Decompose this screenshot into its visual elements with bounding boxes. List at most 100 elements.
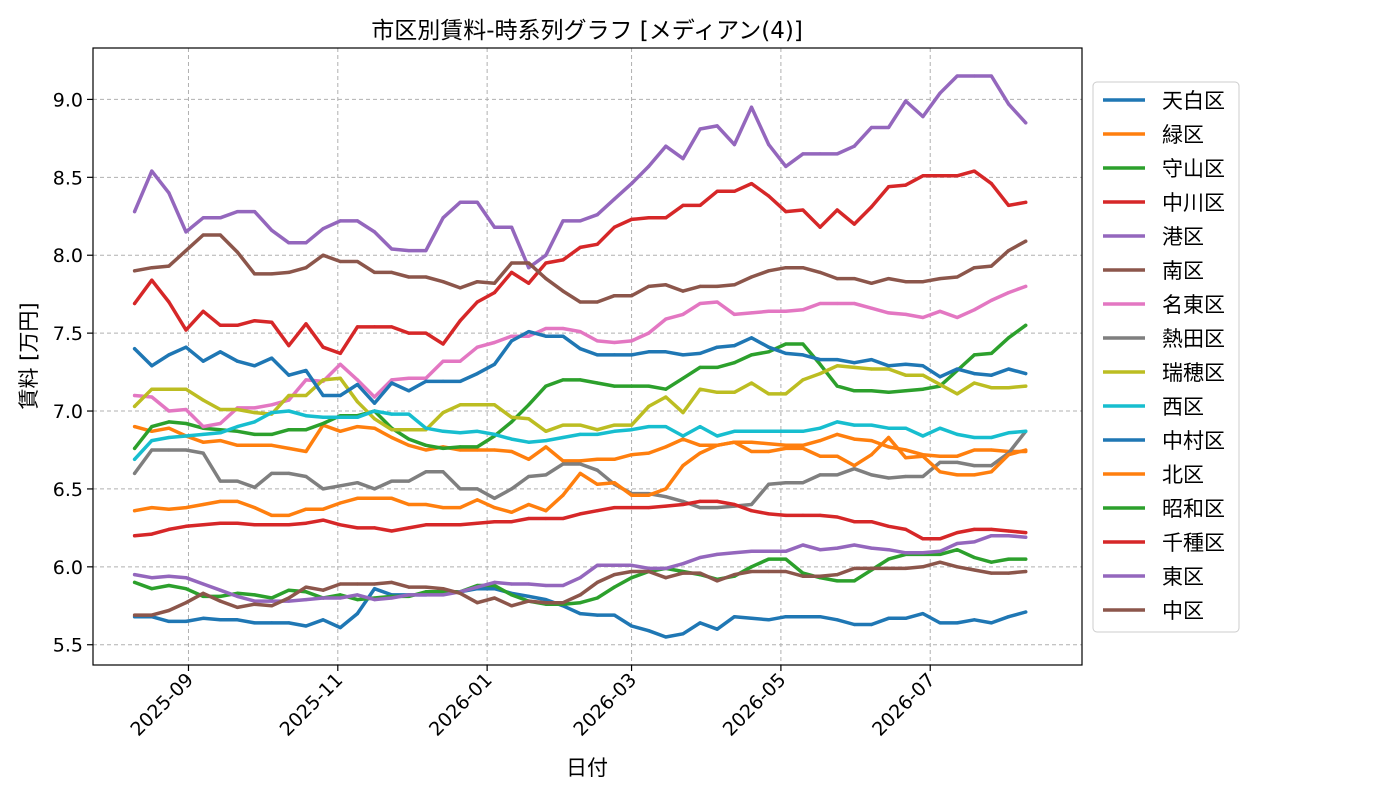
y-tick-label: 5.5 xyxy=(53,635,83,657)
legend-label: 熱田区 xyxy=(1162,327,1225,351)
data-point xyxy=(698,571,702,575)
data-point xyxy=(253,599,257,603)
data-point xyxy=(749,616,754,620)
data-point xyxy=(235,323,239,327)
data-point xyxy=(852,301,856,306)
data-point xyxy=(407,437,411,441)
data-point xyxy=(133,301,137,306)
data-point xyxy=(338,523,342,527)
data-point xyxy=(1024,323,1028,327)
legend-label: 瑞穂区 xyxy=(1162,361,1225,385)
x-tick-label: 2026-01 xyxy=(425,669,497,741)
data-point xyxy=(578,432,582,436)
data-point xyxy=(287,344,291,348)
data-point xyxy=(253,621,257,625)
data-point xyxy=(150,387,154,391)
data-point xyxy=(732,283,737,287)
legend-label: 昭和区 xyxy=(1162,497,1225,521)
data-point xyxy=(630,506,634,510)
data-point xyxy=(955,621,959,625)
data-point xyxy=(1024,372,1028,376)
data-point xyxy=(835,277,839,281)
data-point xyxy=(321,588,325,592)
data-point xyxy=(167,409,171,413)
data-point xyxy=(321,415,325,419)
series-group xyxy=(132,169,1028,356)
data-point xyxy=(407,412,411,416)
series-group xyxy=(132,409,1028,462)
data-point xyxy=(218,421,222,426)
data-point xyxy=(664,566,668,571)
data-point xyxy=(441,506,445,510)
data-point xyxy=(287,428,291,432)
data-point xyxy=(458,445,462,449)
data-point xyxy=(338,415,342,419)
data-point xyxy=(321,507,325,511)
data-point xyxy=(904,456,908,460)
data-point xyxy=(475,200,479,204)
data-point xyxy=(921,474,925,479)
data-point xyxy=(664,387,668,391)
data-point xyxy=(492,225,497,229)
plot-frame xyxy=(92,47,1083,666)
data-point xyxy=(201,440,205,444)
data-point xyxy=(304,393,308,398)
data-point xyxy=(407,526,411,530)
data-point xyxy=(989,464,994,468)
data-point xyxy=(681,376,685,380)
data-point xyxy=(887,445,891,449)
data-point xyxy=(887,426,891,430)
data-point xyxy=(527,440,531,444)
data-point xyxy=(184,524,188,528)
data-point xyxy=(801,615,805,619)
data-point xyxy=(715,345,719,349)
data-point xyxy=(715,443,719,447)
data-point xyxy=(338,351,342,355)
data-point xyxy=(955,315,959,320)
data-point xyxy=(544,598,548,602)
data-point xyxy=(989,470,994,474)
data-point xyxy=(475,300,479,304)
data-point xyxy=(715,579,719,583)
legend-item: 熱田区 xyxy=(1103,327,1225,351)
series-line xyxy=(132,74,1028,270)
data-point xyxy=(732,551,737,555)
data-point xyxy=(201,398,205,402)
data-point xyxy=(270,513,274,518)
data-point xyxy=(801,571,805,575)
data-point xyxy=(955,174,959,178)
data-point xyxy=(441,590,445,594)
legend-item: 中村区 xyxy=(1103,429,1225,453)
series-group xyxy=(132,233,1028,304)
data-point xyxy=(887,185,891,189)
data-point xyxy=(767,143,771,147)
legend-label: 南区 xyxy=(1162,259,1204,283)
data-point xyxy=(407,376,411,380)
data-point xyxy=(304,624,308,628)
data-point xyxy=(887,435,891,440)
data-point xyxy=(852,579,856,583)
data-point xyxy=(355,378,359,382)
data-point xyxy=(852,467,856,471)
data-point xyxy=(133,210,137,214)
data-point xyxy=(270,320,274,324)
data-point xyxy=(595,482,599,486)
data-point xyxy=(510,437,514,441)
data-point xyxy=(1007,386,1011,390)
data-point xyxy=(133,404,137,408)
data-point xyxy=(989,571,994,575)
data-point xyxy=(372,587,377,591)
data-point xyxy=(510,604,514,608)
data-point xyxy=(321,227,325,231)
data-point xyxy=(715,499,719,503)
data-point xyxy=(869,205,874,209)
data-point xyxy=(321,487,325,491)
data-point xyxy=(201,309,205,313)
series-line xyxy=(132,284,1028,429)
data-point xyxy=(904,616,908,620)
data-point xyxy=(732,189,737,193)
data-point xyxy=(424,470,428,474)
data-point xyxy=(184,387,188,391)
data-point xyxy=(150,395,154,399)
grid-layer xyxy=(93,48,1082,665)
